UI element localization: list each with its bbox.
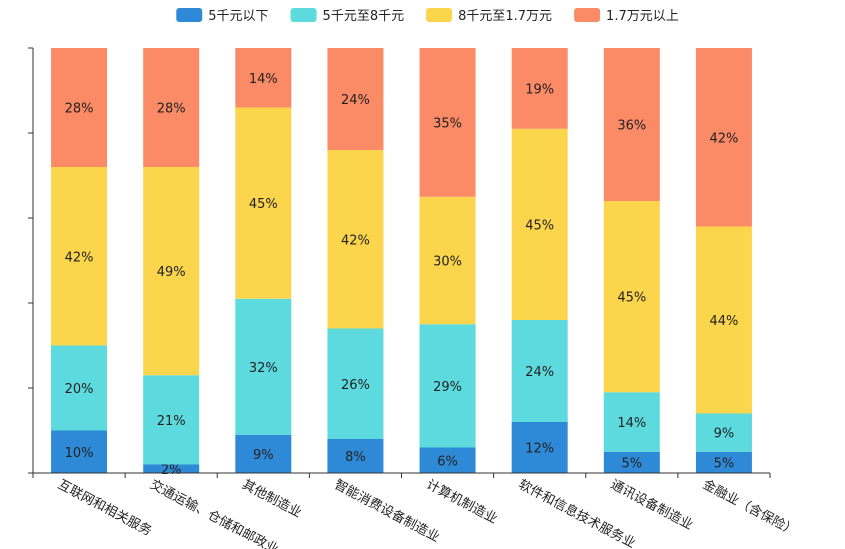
bar-segment (419, 196, 476, 325)
legend-label: 5千元至8千元 (323, 9, 405, 24)
data-label: 21% (157, 414, 186, 429)
data-label: 14% (249, 72, 278, 87)
data-label: 6% (437, 454, 458, 469)
data-label: 24% (341, 93, 370, 108)
bar-segment (235, 434, 292, 473)
data-label: 9% (714, 427, 735, 442)
x-tick-label: 互联网和相关服务 (55, 476, 154, 539)
data-label: 12% (525, 442, 554, 457)
x-tick-label: 计算机制造业 (424, 477, 500, 527)
bar-segment (419, 48, 476, 197)
data-label: 14% (617, 416, 646, 431)
bar-segment (143, 375, 200, 465)
data-label: 36% (617, 119, 646, 134)
data-label: 9% (253, 448, 274, 463)
x-tick-label: 金融业（含保险） (700, 476, 799, 539)
bar-segment (603, 48, 660, 201)
bar-segment (419, 447, 476, 473)
data-label: 45% (617, 291, 646, 306)
legend-label: 5千元以下 (208, 9, 268, 24)
x-tick-label: 其他制造业 (239, 477, 303, 521)
x-tick-label: 通讯设备制造业 (608, 476, 696, 533)
bar-segment (511, 48, 568, 129)
data-label: 45% (249, 197, 278, 212)
bar-segment (143, 167, 200, 376)
bar-segment (327, 48, 384, 150)
data-label: 30% (433, 255, 462, 270)
data-label: 44% (709, 314, 738, 329)
bar-segment (235, 48, 292, 108)
bar-segment (51, 345, 108, 431)
bar-segment (695, 48, 752, 227)
bar-segment (511, 422, 568, 473)
data-label: 28% (157, 102, 186, 117)
bar-segment (419, 324, 476, 448)
legend-item: 1.7万元以上 (574, 8, 679, 24)
bar-segment (695, 226, 752, 414)
data-label: 8% (345, 450, 366, 465)
data-label: 29% (433, 380, 462, 395)
data-label: 35% (433, 116, 462, 131)
legend-item: 5千元以下 (176, 8, 269, 24)
bar-segment (143, 464, 200, 473)
bar-segment (603, 392, 660, 452)
bar-segment (235, 107, 292, 299)
bar-segment (51, 167, 108, 346)
data-label: 42% (65, 250, 94, 265)
data-label: 49% (157, 265, 186, 280)
legend-label: 1.7万元以上 (606, 9, 679, 24)
legend-swatch (176, 8, 203, 22)
bar-segment (327, 150, 384, 329)
bar-segment (51, 430, 108, 473)
bar-segment (695, 413, 752, 452)
data-label: 24% (525, 365, 554, 380)
data-label: 28% (65, 102, 94, 117)
data-label: 5% (622, 456, 643, 471)
data-label: 10% (65, 446, 94, 461)
legend-label: 8千元至1.7万元 (458, 9, 552, 24)
data-label: 42% (709, 131, 738, 146)
legend-swatch (426, 8, 453, 22)
bar-segment (695, 451, 752, 473)
bar-segment (51, 48, 108, 167)
bar-segment (327, 328, 384, 439)
bar-segment (603, 451, 660, 473)
data-label: 32% (249, 361, 278, 376)
legend-item: 8千元至1.7万元 (426, 8, 552, 24)
data-label: 26% (341, 378, 370, 393)
legend-swatch (290, 8, 317, 22)
legend-swatch (574, 8, 601, 22)
data-label: 19% (525, 82, 554, 97)
data-label: 20% (65, 382, 94, 397)
data-label: 42% (341, 233, 370, 248)
data-label: 5% (714, 456, 735, 471)
bar-segment (235, 298, 292, 435)
data-label: 45% (525, 218, 554, 233)
legend-item: 5千元至8千元 (290, 8, 405, 24)
bar-segment (511, 320, 568, 422)
bar-segment (327, 439, 384, 473)
bar-segment (603, 201, 660, 393)
legend: 5千元以下 5千元至8千元 8千元至1.7万元 1.7万元以上 (176, 8, 679, 24)
bar-segment (511, 128, 568, 320)
data-label: 2% (161, 463, 182, 478)
bar-segment (143, 48, 200, 167)
